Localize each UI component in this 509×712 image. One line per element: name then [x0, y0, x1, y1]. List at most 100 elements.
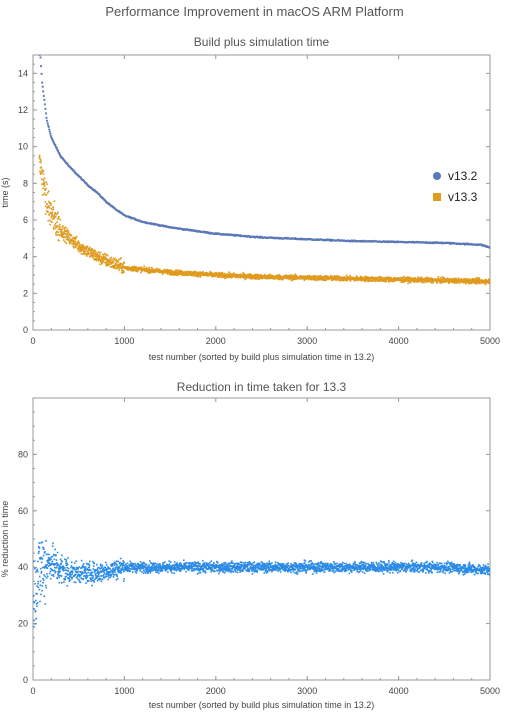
reduction-point: [225, 563, 228, 566]
v13-3-point: [95, 255, 98, 258]
reduction-point: [228, 569, 231, 572]
reduction-point: [100, 578, 102, 580]
v13-3-point: [81, 247, 84, 250]
reduction-point: [68, 575, 71, 578]
v13-3-point: [342, 279, 345, 282]
v13-3-point: [230, 276, 233, 279]
reduction-point: [77, 578, 79, 581]
reduction-point: [93, 581, 95, 583]
reduction-point: [39, 567, 42, 570]
reduction-point: [186, 567, 189, 570]
reduction-point: [143, 569, 145, 572]
reduction-point: [180, 569, 182, 572]
v13-3-point: [287, 277, 289, 279]
reduction-point: [99, 570, 102, 572]
reduction-point: [70, 566, 72, 569]
v13-3-point: [59, 218, 62, 221]
reduction-point: [92, 568, 95, 570]
x-tick-label: 0: [30, 336, 35, 346]
reduction-point: [185, 570, 187, 573]
v13-3-point: [363, 280, 366, 283]
reduction-point: [49, 564, 51, 567]
v13-3-point: [91, 256, 94, 259]
v13-3-point: [317, 275, 320, 277]
v13-3-point: [50, 202, 52, 205]
reduction-point: [88, 566, 91, 569]
v13-3-point: [51, 211, 54, 214]
reduction-point: [56, 564, 58, 567]
v13-3-point: [67, 238, 70, 241]
reduction-point: [96, 568, 99, 570]
v13-3-point: [389, 277, 391, 280]
reduction-point: [68, 578, 70, 580]
reduction-point: [116, 575, 118, 578]
v13-3-point: [53, 216, 56, 219]
reduction-point: [193, 568, 196, 570]
reduction-point: [159, 562, 161, 565]
v13-3-point: [59, 233, 62, 236]
reduction-point: [96, 571, 99, 573]
v13-3-point: [216, 275, 218, 277]
reduction-point: [92, 560, 94, 563]
v13-3-point: [42, 182, 44, 185]
reduction-point: [42, 577, 44, 580]
reduction-point: [191, 567, 194, 569]
reduction-point: [135, 572, 138, 574]
reduction-point: [152, 567, 155, 570]
v13-3-point: [421, 281, 424, 284]
reduction-point: [67, 567, 70, 570]
reduction-point: [231, 560, 233, 563]
reduction-point: [135, 568, 138, 571]
reduction-point: [142, 567, 144, 570]
reduction-point: [47, 556, 50, 559]
reduction-point: [64, 572, 67, 575]
v13-3-point: [43, 182, 45, 184]
reduction-point: [37, 560, 39, 563]
v13-3-point: [95, 259, 98, 262]
reduction-point: [145, 563, 148, 566]
reduction-point: [183, 559, 185, 562]
v13-3-point: [403, 275, 405, 278]
v13-3-point: [226, 276, 229, 279]
reduction-point: [185, 561, 188, 564]
reduction-point: [75, 568, 77, 571]
reduction-point: [75, 573, 77, 576]
v13-3-point: [61, 235, 64, 238]
reduction-point: [224, 566, 227, 569]
v13-3-point: [63, 232, 65, 234]
v13-3-point: [331, 279, 334, 281]
v13-3-point: [93, 255, 96, 257]
v13-3-point: [265, 277, 268, 280]
v13-3-point: [293, 277, 295, 280]
reduction-point: [52, 575, 55, 578]
v13-3-point: [165, 268, 168, 271]
y-tick-label: 8: [23, 178, 28, 188]
v13-3-point: [350, 278, 353, 281]
reduction-point: [209, 564, 212, 566]
reduction-point: [96, 580, 99, 582]
reduction-point: [61, 554, 63, 557]
v13-3-point: [196, 271, 198, 274]
v13-3-point: [130, 268, 132, 270]
v13-3-point: [97, 253, 99, 255]
v13-3-point: [478, 278, 481, 281]
reduction-point: [33, 560, 36, 563]
reduction-point: [140, 563, 143, 565]
reduction-point: [114, 561, 116, 563]
v13-3-point: [373, 277, 376, 279]
v13-3-point: [75, 237, 77, 240]
v13-3-point: [172, 271, 175, 274]
reduction-point: [109, 571, 112, 573]
reduction-point: [71, 576, 74, 579]
reduction-point: [147, 572, 149, 574]
reduction-point: [192, 565, 194, 568]
v13-3-point: [336, 274, 339, 277]
reduction-point: [184, 565, 187, 568]
v13-3-point: [293, 278, 296, 281]
reduction-point: [111, 569, 113, 572]
v13-3-point: [344, 279, 347, 281]
v13-3-point: [98, 255, 101, 258]
reduction-point: [208, 566, 211, 568]
v13-3-point: [115, 258, 118, 261]
v13-3-point: [365, 279, 368, 281]
